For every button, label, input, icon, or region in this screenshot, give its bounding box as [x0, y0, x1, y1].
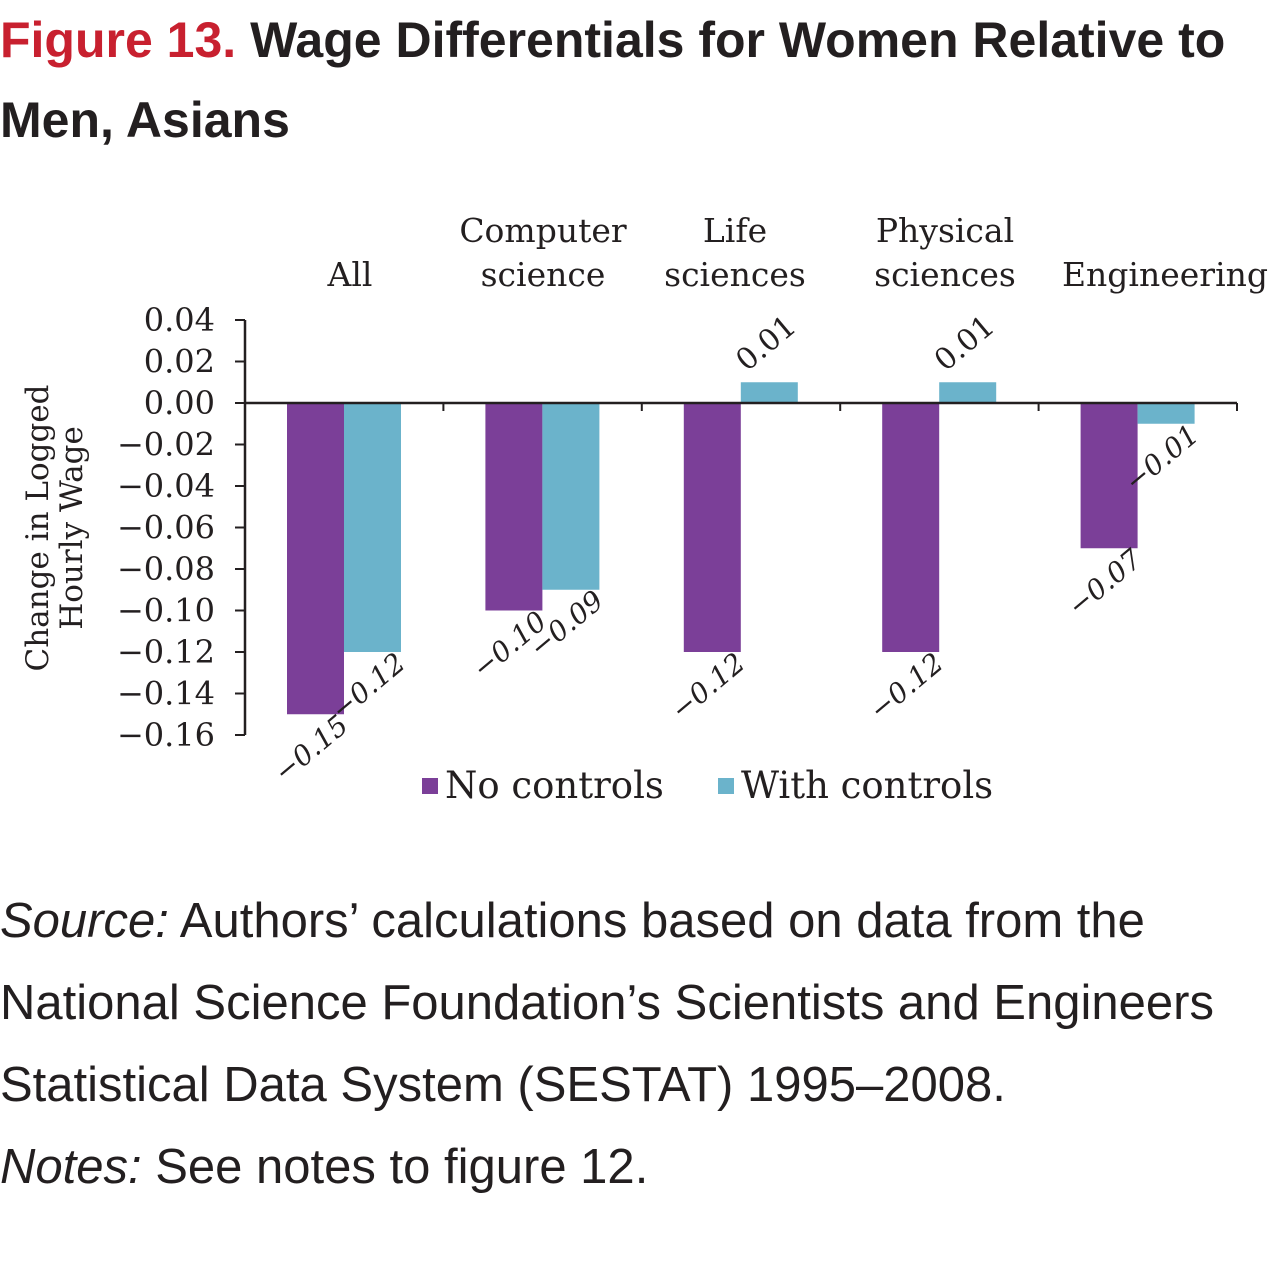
category-label: All: [327, 255, 373, 294]
notes-paragraph: Notes: See notes to figure 12.: [0, 1126, 1280, 1208]
bar: [344, 403, 401, 652]
y-tick-label: −0.02: [117, 426, 215, 464]
bar: [1080, 403, 1138, 549]
figure-title-text: Wage Differentials for Women Relative to…: [0, 12, 1226, 148]
category-label-line: Computer: [459, 211, 627, 250]
source-paragraph: Source: Authors’ calculations based on d…: [0, 880, 1280, 1126]
y-tick-label: 0.04: [144, 301, 215, 339]
bar: [542, 403, 600, 590]
notes-text: See notes to figure 12.: [141, 1140, 649, 1194]
category-label-line: sciences: [664, 255, 806, 294]
legend: No controls With controls: [422, 764, 993, 807]
source-notes: Source: Authors’ calculations based on d…: [0, 880, 1280, 1208]
bar: [287, 403, 344, 715]
y-tick-label: −0.04: [117, 467, 215, 505]
y-tick-label: −0.08: [117, 550, 215, 588]
y-axis: 0.040.020.00−0.02−0.04−0.06−0.08−0.10−0.…: [117, 301, 247, 754]
category-label: Life sciences: [664, 211, 806, 294]
data-label: 0.01: [729, 309, 803, 379]
y-tick-label: −0.16: [117, 716, 215, 754]
y-tick-label: −0.06: [117, 509, 215, 547]
bar: [939, 382, 997, 403]
source-label: Source:: [0, 894, 169, 948]
source-text: Authors’ calculations based on data from…: [0, 894, 1214, 1112]
svg-text:Change in LoggedHourly Wage: Change in LoggedHourly Wage: [20, 384, 90, 671]
category-labels: All Computer science Life sciences Physical sc…: [327, 211, 1269, 294]
y-axis-title-line: Hourly Wage: [54, 426, 90, 630]
legend-swatch: [422, 778, 438, 794]
bar-chart: Change in LoggedHourly Wage 0.04 0.020.00…: [20, 211, 1269, 807]
data-label: 0.01: [928, 309, 1002, 379]
category-label-line: sciences: [874, 255, 1016, 294]
bar: [1137, 403, 1195, 424]
category-label-line: science: [481, 255, 606, 294]
category-label-line: All: [327, 255, 373, 294]
y-axis-title-line: Change in Logged: [20, 384, 56, 671]
x-axis: [244, 401, 1238, 411]
data-label: −0.07: [1061, 542, 1148, 623]
bar: [740, 382, 798, 403]
bar: [882, 403, 940, 652]
data-label: −0.12: [664, 646, 751, 726]
y-tick-label: −0.12: [117, 633, 215, 671]
category-label-line: Physical: [876, 211, 1014, 250]
figure-title: Figure 13. Wage Differentials for Women …: [0, 0, 1280, 160]
y-tick-label: 0.00: [144, 384, 215, 422]
bar: [485, 403, 543, 611]
data-label: −0.12: [863, 646, 950, 726]
legend-label: No controls: [445, 764, 664, 807]
category-label-line: Life: [703, 211, 767, 250]
legend-swatch: [718, 778, 734, 794]
bars: [287, 382, 1195, 715]
y-tick-label: −0.14: [117, 675, 215, 713]
y-tick-label: −0.10: [117, 592, 215, 630]
category-label: Physical sciences: [874, 211, 1016, 294]
y-axis-title: Change in LoggedHourly Wage: [20, 384, 90, 671]
category-label: Engineering: [1062, 255, 1268, 294]
category-label: Computer science: [459, 211, 627, 294]
category-label-line: Engineering: [1062, 255, 1268, 294]
y-tick-label: 0.02: [144, 343, 215, 381]
legend-label: With controls: [741, 764, 993, 807]
notes-label: Notes:: [0, 1140, 142, 1194]
bar: [683, 403, 741, 652]
figure-label: Figure 13.: [0, 12, 237, 68]
